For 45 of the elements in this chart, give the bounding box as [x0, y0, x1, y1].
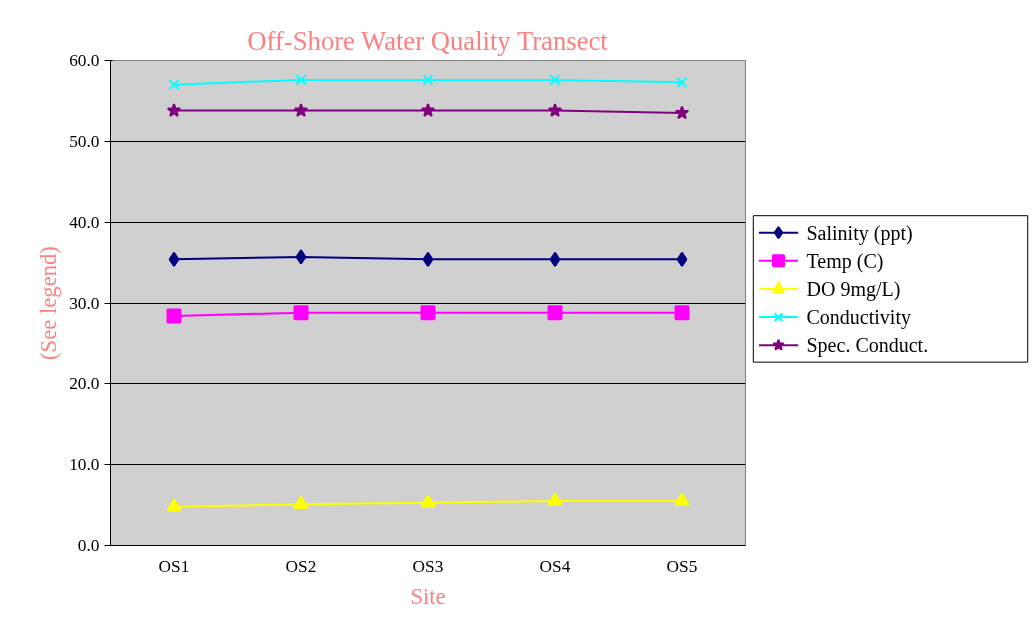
point — [168, 251, 180, 267]
point — [295, 74, 307, 86]
y-tick-label: 30.0 — [69, 293, 100, 313]
point — [166, 103, 182, 117]
x-tick-label: OS4 — [539, 556, 571, 576]
x-tick-label: OS3 — [412, 556, 444, 576]
point — [293, 495, 309, 510]
point — [420, 305, 436, 321]
y-tick-label: 40.0 — [69, 212, 100, 232]
point — [674, 492, 690, 506]
point — [549, 251, 561, 267]
point — [422, 74, 434, 86]
point — [420, 103, 436, 117]
y-tick-label: 0.0 — [77, 536, 100, 555]
legend-label: Salinity (ppt) — [806, 221, 913, 245]
point — [166, 308, 182, 324]
point — [168, 79, 180, 91]
x-tick-label: OS2 — [285, 556, 317, 576]
point — [674, 105, 690, 120]
legend-label: Spec. Conduct. — [806, 334, 929, 358]
legend-label: DO 9mg/L) — [806, 277, 901, 301]
point — [547, 305, 563, 321]
point — [676, 251, 688, 267]
y-axis-title: (See legend) — [36, 246, 62, 360]
legend-label: Temp (C) — [806, 249, 884, 273]
chart-title: Off-Shore Water Quality Transect — [247, 25, 609, 56]
legend-label: Conductivity — [806, 306, 911, 330]
point — [549, 74, 561, 86]
point — [674, 305, 690, 321]
point — [676, 76, 688, 88]
point — [293, 103, 309, 117]
point — [295, 249, 307, 265]
y-tick-label: 20.0 — [69, 374, 100, 394]
y-tick-label: 60.0 — [69, 51, 100, 70]
x-tick-label: OS1 — [158, 556, 190, 576]
point — [293, 305, 309, 321]
y-tick-label: 10.0 — [69, 455, 100, 475]
point — [422, 251, 434, 267]
x-tick-label: OS5 — [666, 556, 698, 576]
point — [166, 498, 182, 512]
point — [547, 103, 563, 117]
x-axis-title: Site — [410, 583, 446, 609]
y-tick-label: 50.0 — [69, 131, 100, 151]
point — [547, 492, 563, 506]
point — [420, 494, 436, 508]
